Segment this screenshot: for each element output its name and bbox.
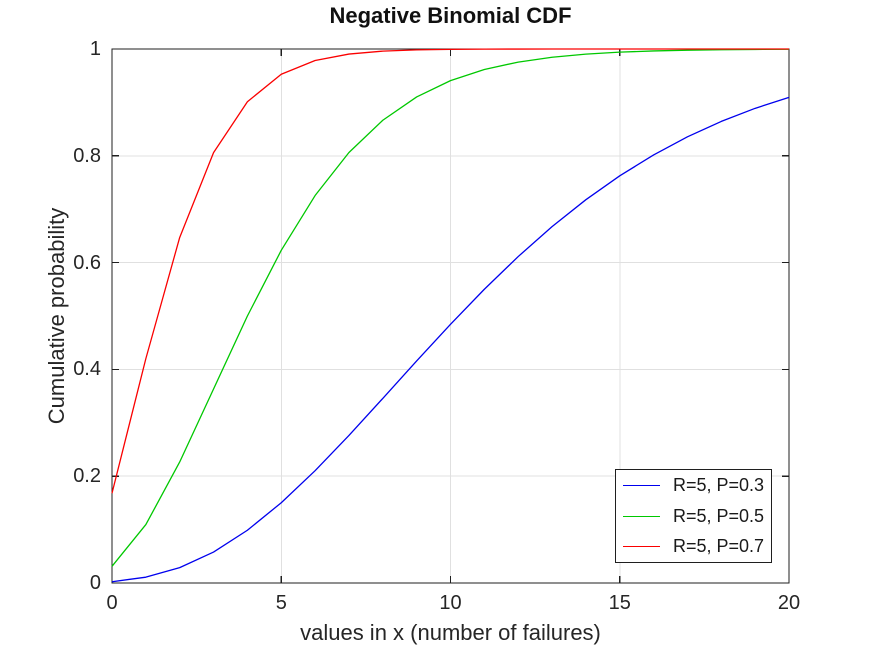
legend-label: R=5, P=0.7: [673, 535, 765, 556]
x-tick-label: 10: [439, 592, 462, 614]
y-axis-label: Cumulative probability: [44, 207, 69, 425]
x-tick-label: 20: [777, 592, 801, 614]
legend-item: R=5, P=0.7: [616, 532, 771, 561]
y-tick-label: 0.8: [73, 144, 101, 167]
y-tick-label: 0: [89, 572, 101, 594]
y-tick-label: 0.2: [73, 465, 101, 488]
legend-line-sample: [623, 515, 660, 517]
x-tick-label: 15: [608, 592, 631, 614]
y-tick-label: 1: [89, 38, 101, 60]
legend-label: R=5, P=0.3: [673, 475, 765, 496]
legend-line-sample: [623, 545, 660, 547]
series-line: [111, 48, 789, 494]
legend-line-sample: [623, 485, 660, 487]
legend-item: R=5, P=0.3: [616, 471, 771, 500]
legend-item: R=5, P=0.5: [616, 502, 771, 531]
x-tick-label: 5: [275, 592, 287, 614]
x-tick-label: 0: [106, 592, 118, 614]
legend-label: R=5, P=0.5: [673, 505, 765, 526]
series-line: [111, 48, 790, 567]
legend: R=5, P=0.3 R=5, P=0.5 R=5, P=0.7: [615, 469, 772, 563]
y-tick-label: 0.6: [73, 251, 101, 274]
series-line: [111, 96, 790, 583]
y-tick-label: 0.4: [73, 358, 101, 381]
x-axis-label: values in x (number of failures): [300, 620, 601, 645]
chart-title: Negative Binomial CDF: [329, 3, 572, 28]
